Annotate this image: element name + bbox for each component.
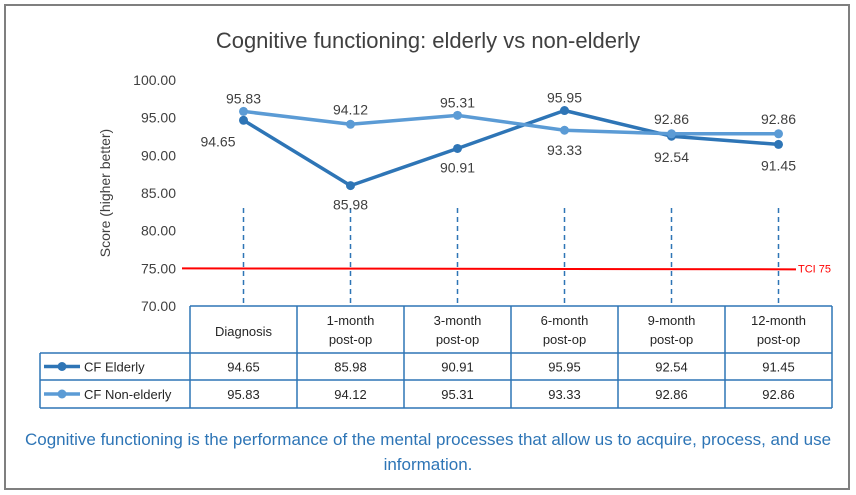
- y-tick-label: 90.00: [141, 147, 176, 163]
- table-header-cell: 1-month: [327, 313, 375, 328]
- data-label: 93.33: [547, 142, 582, 158]
- table-header-cell: post-op: [543, 332, 586, 347]
- y-tick-label: 100.00: [133, 72, 176, 88]
- data-point: [239, 115, 248, 125]
- data-label: 92.54: [654, 149, 689, 165]
- data-point: [346, 181, 355, 191]
- chart-frame: [4, 4, 850, 490]
- table-value-cell: 93.33: [548, 387, 581, 402]
- table-value-cell: 92.86: [655, 387, 688, 402]
- table-header-cell: post-op: [757, 332, 800, 347]
- data-label: 95.31: [440, 94, 475, 110]
- table-header-cell: post-op: [436, 332, 479, 347]
- y-tick-label: 85.00: [141, 185, 176, 201]
- data-label: 95.83: [226, 90, 261, 106]
- y-tick-label: 75.00: [141, 260, 176, 276]
- series-line-elderly: [242, 108, 779, 188]
- data-point: [346, 119, 355, 129]
- table-header-cell: post-op: [650, 332, 693, 347]
- reference-line: [181, 267, 797, 271]
- table-value-cell: 95.83: [227, 387, 260, 402]
- table-header-cell: 12-month: [751, 313, 806, 328]
- y-axis-title: Score (higher better): [97, 129, 113, 257]
- table-value-cell: 92.54: [655, 360, 688, 375]
- table-value-cell: 91.45: [762, 360, 795, 375]
- table-header-cell: 6-month: [541, 313, 589, 328]
- data-label: 95.95: [547, 90, 582, 106]
- chart-title: Cognitive functioning: elderly vs non-el…: [215, 28, 641, 53]
- data-label: 85.98: [333, 197, 368, 213]
- table-header-cell: 3-month: [434, 313, 482, 328]
- series-line-non-elderly: [243, 109, 779, 136]
- reference-line-label: TCI 75: [798, 263, 831, 275]
- data-label: 90.91: [440, 159, 475, 175]
- y-tick-label: 95.00: [141, 110, 176, 126]
- data-label: 91.45: [761, 157, 796, 173]
- data-label: 92.86: [761, 111, 796, 127]
- data-point: [453, 143, 462, 153]
- data-label: 92.86: [654, 111, 689, 127]
- chart-caption: Cognitive functioning is the performance…: [24, 430, 832, 474]
- legend-label: CF Non-elderly: [84, 387, 172, 402]
- data-label: 94.65: [200, 133, 235, 149]
- table-header-cell: 9-month: [648, 313, 696, 328]
- table-value-cell: 85.98: [334, 360, 367, 375]
- table-value-cell: 90.91: [441, 360, 474, 375]
- legend-marker: [57, 389, 67, 399]
- table-value-cell: 94.12: [334, 387, 367, 402]
- table-value-cell: 95.31: [441, 387, 474, 402]
- data-point: [239, 106, 248, 116]
- table-value-cell: 94.65: [227, 360, 260, 375]
- legend-label: CF Elderly: [84, 360, 145, 375]
- y-tick-label: 80.00: [141, 223, 176, 239]
- data-point: [774, 139, 783, 149]
- table-header-cell: Diagnosis: [215, 324, 273, 339]
- table-header-cell: post-op: [329, 332, 372, 347]
- legend-marker: [57, 362, 67, 371]
- y-tick-label: 70.00: [141, 298, 176, 314]
- data-point: [560, 125, 569, 135]
- data-point: [560, 106, 569, 116]
- table-value-cell: 92.86: [762, 387, 795, 402]
- data-label: 94.12: [333, 101, 368, 117]
- data-point: [667, 129, 676, 139]
- data-point: [774, 129, 783, 139]
- table-value-cell: 95.95: [548, 360, 581, 375]
- data-point: [453, 110, 462, 120]
